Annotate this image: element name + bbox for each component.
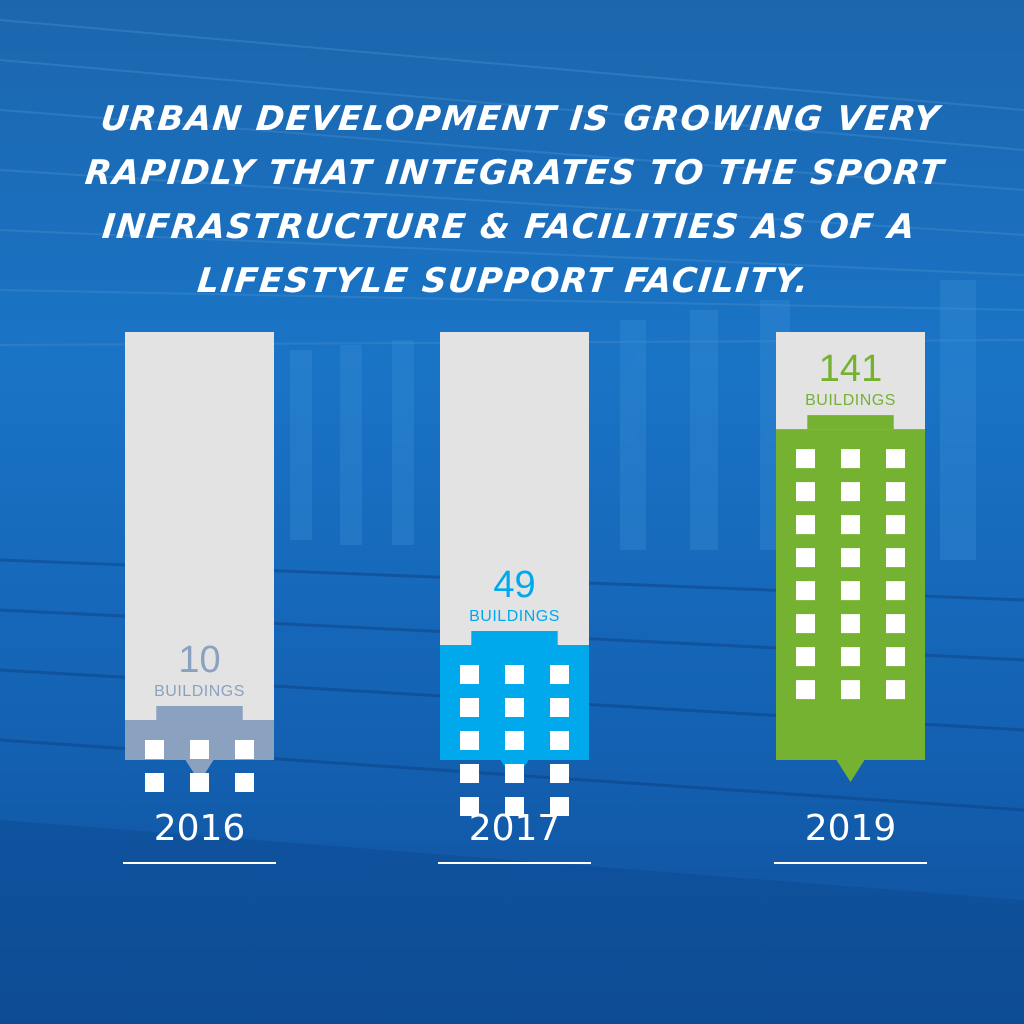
value-label-2019: 141 <box>819 348 882 390</box>
window-icon <box>886 548 905 568</box>
window-icon <box>460 665 479 685</box>
value-label-2017: 49 <box>493 564 535 606</box>
window-icon <box>550 698 569 718</box>
window-icon <box>145 740 164 759</box>
window-icon <box>886 614 905 634</box>
window-icon <box>550 665 569 685</box>
window-icon <box>841 515 860 535</box>
window-icon <box>505 698 524 718</box>
year-label-2016: 2016 <box>154 808 246 849</box>
year-label-2019: 2019 <box>805 808 897 849</box>
window-icon <box>841 614 860 634</box>
unit-label-2019: BUILDINGS <box>805 392 896 409</box>
window-icon <box>460 698 479 718</box>
window-icon <box>505 797 524 817</box>
bar-roof-2016 <box>156 706 243 720</box>
window-icon <box>550 731 569 751</box>
window-icon <box>796 614 815 634</box>
window-icon <box>796 581 815 601</box>
window-icon <box>190 773 209 792</box>
window-icon <box>235 740 254 759</box>
bar-roof-2017 <box>471 631 558 646</box>
window-icon <box>145 773 164 792</box>
window-icon <box>796 515 815 535</box>
window-icon <box>841 581 860 601</box>
window-icon <box>550 797 569 817</box>
bar-pointer-2016 <box>185 760 214 782</box>
window-icon <box>886 482 905 502</box>
window-icon <box>505 764 524 784</box>
window-icon <box>460 797 479 817</box>
window-icon <box>796 482 815 502</box>
value-label-2016: 10 <box>178 639 220 681</box>
window-icon <box>841 482 860 502</box>
window-icon <box>190 740 209 759</box>
bar-roof-2019 <box>807 415 894 430</box>
window-icon <box>841 647 860 667</box>
window-icon <box>460 764 479 784</box>
window-icon <box>796 680 815 700</box>
window-icon <box>841 449 860 469</box>
window-icon <box>886 581 905 601</box>
window-icon <box>235 773 254 792</box>
window-icon <box>550 764 569 784</box>
unit-label-2017: BUILDINGS <box>469 608 560 625</box>
bar-container-2016 <box>125 332 274 760</box>
year-underline-2016 <box>123 862 276 864</box>
window-icon <box>886 515 905 535</box>
window-icon <box>886 680 905 700</box>
window-icon <box>505 665 524 685</box>
year-label-2017: 2017 <box>469 808 561 849</box>
year-underline-2017 <box>438 862 591 864</box>
window-icon <box>841 548 860 568</box>
bar-pointer-2019 <box>836 760 865 782</box>
year-underline-2019 <box>774 862 927 864</box>
window-icon <box>886 647 905 667</box>
window-icon <box>796 647 815 667</box>
window-icon <box>886 449 905 469</box>
window-icon <box>505 731 524 751</box>
unit-label-2016: BUILDINGS <box>154 683 245 700</box>
window-icon <box>796 449 815 469</box>
window-icon <box>460 731 479 751</box>
window-icon <box>841 680 860 700</box>
window-icon <box>796 548 815 568</box>
